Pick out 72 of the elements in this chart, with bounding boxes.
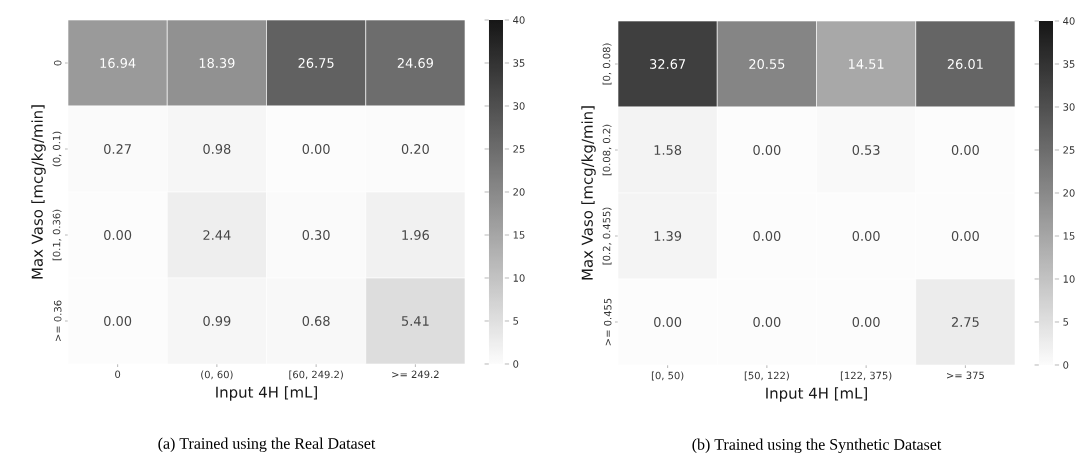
x-tick-label: [50, 122) xyxy=(744,371,789,381)
data-label: 0.00 xyxy=(104,230,132,240)
text: (b) Trained using the Synthetic Dataset xyxy=(692,438,942,454)
data-label: 2.75 xyxy=(951,317,979,327)
x-axis-title: Input 4H [mL] xyxy=(766,387,867,402)
y-tick-label: 0 xyxy=(53,60,62,66)
x-tick-label: >= 249.2 xyxy=(392,370,439,379)
data-label: 0.00 xyxy=(852,317,880,327)
data-label: 0.99 xyxy=(203,316,231,326)
color-bar-label: 25 xyxy=(513,145,525,153)
color-bar-label: 5 xyxy=(1063,318,1069,326)
color-bar-label: 30 xyxy=(1063,103,1075,111)
x-tick-label: (0, 60) xyxy=(201,370,233,380)
data-label: 0.27 xyxy=(104,144,131,154)
data-label: 0.98 xyxy=(203,144,231,154)
color-bar-label: 15 xyxy=(513,231,525,239)
data-label: 26.01 xyxy=(947,59,983,69)
y-axis-title: Max Vaso [mcg/kg/min] xyxy=(31,105,46,279)
data-label: 14.51 xyxy=(849,59,884,69)
data-label: 24.69 xyxy=(397,58,433,68)
y-axis-title: Max Vaso [mcg/kg/min] xyxy=(581,106,596,280)
x-tick-label: [60, 249.2) xyxy=(289,370,343,380)
data-label: 18.39 xyxy=(199,58,235,68)
data-label: 1.96 xyxy=(402,230,429,240)
data-label: 0.00 xyxy=(654,317,682,327)
data-label: 1.58 xyxy=(654,145,682,155)
data-label: 20.55 xyxy=(749,59,785,69)
color-bar-label: 0 xyxy=(513,360,519,368)
data-label: 0.00 xyxy=(951,231,979,241)
y-tick-label: [0.1, 0.36) xyxy=(52,209,62,261)
x-tick-label: >= 375 xyxy=(947,371,984,380)
text: (a) Trained using the Real Dataset xyxy=(158,437,376,453)
data-label: 0.00 xyxy=(753,145,781,155)
data-label: 0.00 xyxy=(852,231,880,241)
data-label: 5.41 xyxy=(401,316,429,326)
y-tick-label: [0.08, 0.2) xyxy=(602,124,612,176)
data-label: 16.94 xyxy=(100,58,136,68)
x-axis-title: Input 4H [mL] xyxy=(216,386,317,401)
y-tick-label: [0.2, 0.455) xyxy=(602,207,612,265)
y-tick-label: >= 0.455 xyxy=(603,298,612,346)
data-label: 0.20 xyxy=(401,144,429,154)
color-bar-label: 20 xyxy=(513,188,525,196)
color-bar-label: 35 xyxy=(1063,60,1075,68)
color-bar-label: 30 xyxy=(513,102,525,110)
y-tick-label: >= 0.36 xyxy=(53,300,62,341)
data-label: 0.30 xyxy=(302,230,330,240)
data-label: 0.00 xyxy=(753,231,781,241)
data-label: 0.00 xyxy=(302,144,330,154)
color-bar-label: 40 xyxy=(513,16,525,24)
data-label: 2.44 xyxy=(203,230,231,240)
color-bar-label: 15 xyxy=(1063,232,1075,240)
data-label: 0.00 xyxy=(104,316,132,326)
data-label: 0.00 xyxy=(951,145,979,155)
color-bar-label: 20 xyxy=(1063,189,1075,197)
y-tick-label: (0, 0.1) xyxy=(52,131,62,167)
x-tick-label: [0, 50) xyxy=(651,371,684,381)
x-tick-label: [122, 375) xyxy=(840,371,892,381)
y-tick-label: [0, 0.08) xyxy=(602,43,612,85)
color-bar-label: 35 xyxy=(513,59,525,67)
data-label: 32.67 xyxy=(650,59,686,69)
data-label: 0.00 xyxy=(753,317,781,327)
color-bar-label: 5 xyxy=(513,317,519,325)
data-label: 0.53 xyxy=(852,145,880,155)
data-label: 26.75 xyxy=(298,58,334,68)
data-label: 1.39 xyxy=(654,231,682,241)
x-tick-label: 0 xyxy=(115,370,121,379)
color-bar-label: 10 xyxy=(513,274,525,282)
color-bar-label: 0 xyxy=(1063,361,1069,369)
data-label: 0.68 xyxy=(302,316,330,326)
color-bar-label: 40 xyxy=(1063,17,1075,25)
color-bar-label: 10 xyxy=(1063,275,1075,283)
color-bar-label: 25 xyxy=(1063,146,1075,154)
